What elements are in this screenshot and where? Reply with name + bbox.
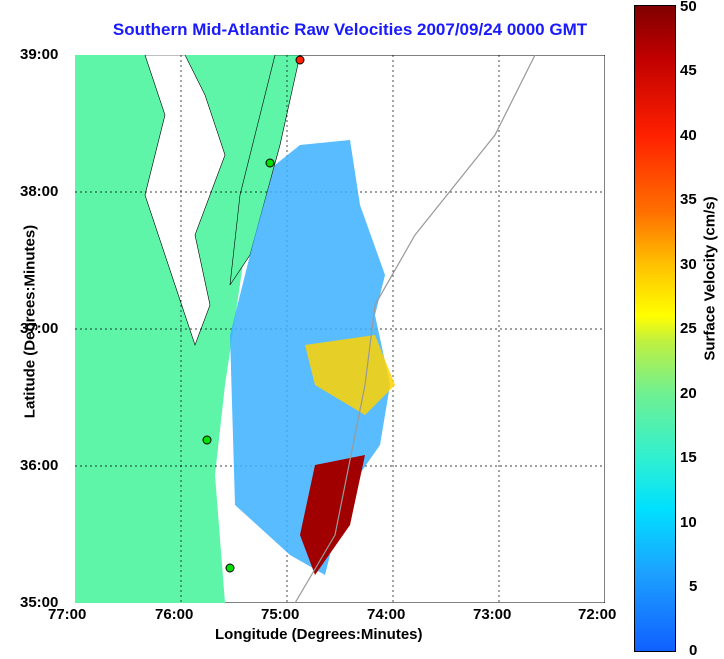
site-marker: [202, 435, 212, 445]
y-tick: 37:00: [20, 320, 59, 337]
bay-water: [144, 55, 226, 346]
colorbar-tick: 10: [680, 514, 697, 531]
colorbar-tick: 35: [680, 191, 697, 208]
map-plot: [75, 55, 605, 603]
site-marker: [295, 55, 305, 65]
colorbar: [634, 5, 676, 652]
site-marker: [225, 563, 235, 573]
velocity-high: [305, 335, 395, 415]
x-tick: 74:00: [367, 606, 406, 623]
colorbar-tick: 30: [680, 256, 697, 273]
velocity-peak: [300, 455, 365, 575]
x-axis-label: Longitude (Degrees:Minutes): [215, 626, 423, 643]
y-axis-label: Latitude (Degrees:Minutes): [21, 224, 39, 419]
colorbar-tick: 40: [680, 127, 697, 144]
colorbar-tick: 20: [680, 385, 697, 402]
site-marker: [265, 158, 275, 168]
x-tick: 73:00: [473, 606, 512, 623]
y-tick: 35:00: [20, 594, 59, 611]
x-tick: 72:00: [578, 606, 617, 623]
y-tick: 36:00: [20, 457, 59, 474]
isobath: [294, 55, 536, 603]
x-tick: 76:00: [155, 606, 194, 623]
colorbar-tick: 50: [680, 0, 697, 15]
colorbar-label: Surface Velocity (cm/s): [701, 196, 719, 361]
x-tick: 75:00: [261, 606, 300, 623]
colorbar-tick: 45: [680, 62, 697, 79]
colorbar-tick: 0: [689, 642, 698, 659]
x-tick: 77:00: [48, 606, 87, 623]
colorbar-tick: 5: [689, 578, 698, 595]
colorbar-tick: 25: [680, 320, 697, 337]
colorbar-tick: 15: [680, 449, 697, 466]
y-tick: 38:00: [20, 183, 59, 200]
map-title: Southern Mid-Atlantic Raw Velocities 200…: [112, 20, 588, 39]
y-tick: 39:00: [20, 46, 59, 63]
